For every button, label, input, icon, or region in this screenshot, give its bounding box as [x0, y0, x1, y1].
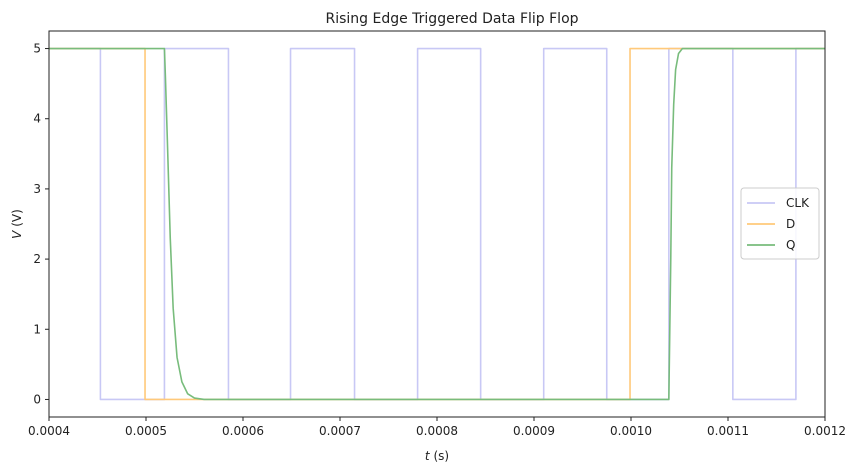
x-tick-label: 0.0011: [707, 424, 749, 438]
x-axis-ticks: 0.0004 0.0005 0.0006 0.0007 0.0008 0.0009 0.00…: [28, 417, 846, 438]
y-axis-ticks: 0 1 2 3 4 5: [33, 42, 49, 406]
y-tick-label: 0: [33, 392, 41, 406]
y-tick-label: 5: [33, 42, 41, 56]
x-axis-label: t (s): [425, 449, 449, 463]
y-tick-label: 1: [33, 322, 41, 336]
y-axis-unit: (V): [10, 209, 24, 227]
legend-label-q: Q: [786, 238, 795, 252]
legend-label-d: D: [786, 217, 795, 231]
chart-title: Rising Edge Triggered Data Flip Flop: [325, 11, 578, 27]
x-tick-label: 0.0007: [319, 424, 361, 438]
x-tick-label: 0.0010: [610, 424, 652, 438]
series-line-q: [49, 47, 825, 401]
y-axis-variable: V: [10, 230, 24, 239]
y-tick-label: 4: [33, 112, 41, 126]
plot-lines: [49, 47, 825, 401]
x-axis-variable: t: [425, 449, 431, 463]
legend-label-clk: CLK: [786, 196, 810, 210]
x-tick-label: 0.0008: [416, 424, 458, 438]
x-tick-label: 0.0009: [513, 424, 555, 438]
x-tick-label: 0.0005: [125, 424, 167, 438]
x-axis-unit: (s): [433, 449, 449, 463]
legend: CLK DQ: [740, 187, 820, 260]
x-tick-label: 0.0006: [222, 424, 264, 438]
x-tick-label: 0.0012: [804, 424, 846, 438]
y-tick-label: 3: [33, 182, 41, 196]
x-tick-label: 0.0004: [28, 424, 70, 438]
y-tick-label: 2: [33, 252, 41, 266]
legend-box: [740, 187, 820, 260]
y-axis-label: V (V): [10, 209, 24, 239]
